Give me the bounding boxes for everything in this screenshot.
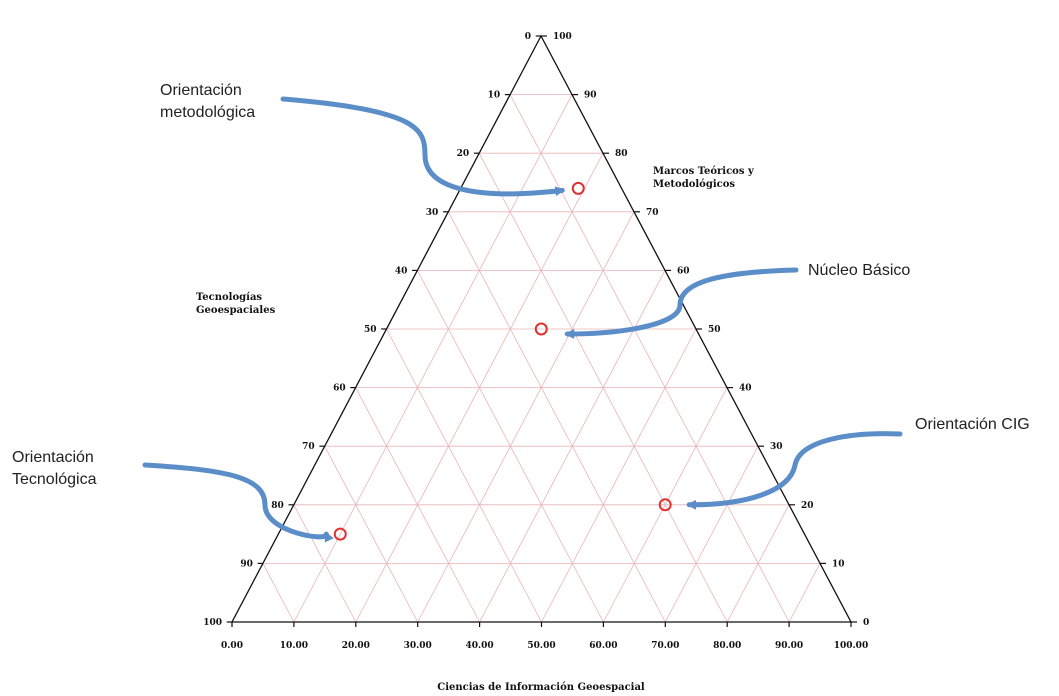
left-tick-label: 40 xyxy=(395,266,408,276)
bottom-tick-label: 20.00 xyxy=(342,641,370,651)
left-tick-label: 80 xyxy=(271,501,284,511)
grid-line-2-3 xyxy=(447,211,666,623)
right-tick-label: 30 xyxy=(770,442,783,452)
annotation-arrows xyxy=(142,96,903,543)
right-tick-label: 10 xyxy=(832,559,845,569)
grid-layer xyxy=(262,94,821,623)
right-tick-label: 60 xyxy=(677,266,690,276)
annotation-label-0: Orientación metodológica xyxy=(160,82,255,121)
data-point-2 xyxy=(658,498,672,512)
left-tick-label: 90 xyxy=(240,559,253,569)
grid-line-1-5 xyxy=(541,328,697,623)
grid-line-2-7 xyxy=(324,446,419,623)
tick-layer: 0102030405060708090100100908070605040302… xyxy=(203,32,869,651)
annotations: Orientación metodológica Núcleo Básico Orie… xyxy=(12,82,1030,488)
bottom-tick-label: 90.00 xyxy=(775,641,803,651)
left-tick-label: 10 xyxy=(488,91,501,101)
annotation-label-1: Núcleo Básico xyxy=(808,262,910,279)
right-tick-label: 40 xyxy=(739,384,752,394)
grid-line-1-1 xyxy=(293,94,573,623)
bottom-tick-label: 30.00 xyxy=(404,641,432,651)
annotation-arrow-1 xyxy=(564,267,799,339)
annotation-arrow-2 xyxy=(686,431,903,510)
left-tick-label: 70 xyxy=(302,442,315,452)
grid-line-1-8 xyxy=(726,504,790,623)
right-tick-label: 50 xyxy=(708,325,721,335)
left-tick-label: 60 xyxy=(333,384,346,394)
bottom-tick-label: 80.00 xyxy=(713,641,741,651)
bottom-tick-label: 10.00 xyxy=(280,641,308,651)
right-tick-label: 70 xyxy=(646,208,659,218)
right-tick-label: 100 xyxy=(553,32,572,42)
annotation-arrow-3 xyxy=(142,462,334,543)
data-points xyxy=(333,181,672,541)
bottom-axis-title: Ciencias de Información Geoespacial xyxy=(437,682,645,693)
grid-line-2-8 xyxy=(293,504,357,623)
grid-line-1-7 xyxy=(664,446,759,623)
right-axis-title: Marcos Teóricos y Metodológicos xyxy=(653,166,755,190)
right-tick-label: 90 xyxy=(584,91,597,101)
grid-line-1-6 xyxy=(603,387,728,623)
grid-line-1-9 xyxy=(788,563,821,623)
data-point-0 xyxy=(571,181,585,195)
grid-line-2-5 xyxy=(386,328,542,623)
bottom-tick-label: 70.00 xyxy=(651,641,679,651)
data-point-1 xyxy=(534,322,548,336)
data-point-3 xyxy=(333,527,347,541)
right-tick-label: 80 xyxy=(615,149,628,159)
bottom-tick-label: 40.00 xyxy=(466,641,494,651)
left-tick-label: 50 xyxy=(364,325,377,335)
bottom-tick-label: 60.00 xyxy=(589,641,617,651)
grid-line-1-3 xyxy=(417,211,635,623)
left-axis-title: Tecnologías Geoespaciales xyxy=(196,292,276,316)
left-tick-label: 0 xyxy=(525,32,531,42)
axis-titles: Marcos Teóricos y Metodológicos Tecnología… xyxy=(196,166,755,693)
left-tick-label: 30 xyxy=(426,208,439,218)
bottom-tick-label: 50.00 xyxy=(527,641,555,651)
annotation-arrow-0 xyxy=(280,96,566,197)
bottom-tick-label: 0.00 xyxy=(221,641,243,651)
right-tick-label: 0 xyxy=(863,618,869,628)
left-tick-label: 20 xyxy=(457,149,470,159)
annotation-label-3: Orientación Tecnológica xyxy=(12,449,97,488)
left-tick-label: 100 xyxy=(203,618,222,628)
bottom-tick-label: 100.00 xyxy=(834,641,868,651)
annotation-label-2: Orientación CIG xyxy=(915,416,1030,433)
grid-line-2-1 xyxy=(509,94,790,623)
grid-line-2-6 xyxy=(355,387,480,623)
right-tick-label: 20 xyxy=(801,501,814,511)
grid-line-2-9 xyxy=(262,563,295,623)
